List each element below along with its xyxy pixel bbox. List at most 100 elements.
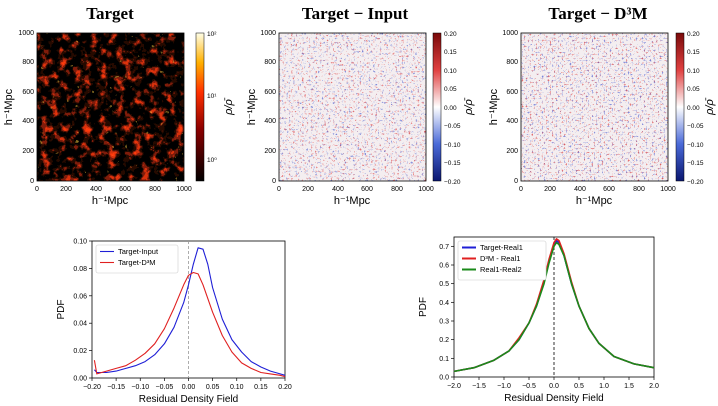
- left-ytick-label: 0.10: [73, 239, 87, 246]
- right-xtick-label: 1.5: [624, 383, 634, 390]
- diff-input-ytick-200: 200: [264, 148, 276, 155]
- diff-input-ytick-800: 800: [264, 59, 276, 66]
- diff-d3m-ytick-0: 0: [514, 178, 518, 185]
- target-xticks: 0 200 400 600 800 1000: [35, 186, 192, 193]
- diff-d3m-map-panel: Target − D³M 1000 800 600 400 200 0 0 20…: [488, 4, 716, 207]
- target-cbar-tick-1: 10¹: [207, 93, 217, 100]
- right-ytick-label: 0.5: [439, 281, 449, 288]
- diff-d3m-ytick-1000: 1000: [502, 30, 518, 37]
- diff-input-cbar-tick-1: 0.15: [444, 49, 457, 56]
- diff-d3m-ytick-400: 400: [506, 118, 518, 125]
- diff-input-ytick-600: 600: [264, 89, 276, 96]
- diff-d3m-cbar-tick-2: 0.10: [687, 68, 700, 75]
- diff-d3m-cbar-tick-3: 0.05: [687, 86, 700, 93]
- diff-d3m-ylabel: h⁻¹Mpc: [488, 88, 500, 125]
- left-ytick-label: 0.02: [73, 348, 87, 355]
- diff-input-cbar-tick-5: −0.05: [444, 123, 461, 130]
- target-title: Target: [86, 4, 134, 23]
- diff-input-cbar-label: ρ/ρ̄: [463, 97, 475, 116]
- right-xtick-label: 0.5: [574, 383, 584, 390]
- left-xtick-label: −0.10: [131, 384, 149, 391]
- diff-d3m-pos-residuals: [521, 33, 668, 181]
- diff-input-pos-residuals: [279, 33, 426, 181]
- right-xtick-label: −1.0: [497, 383, 511, 390]
- diff-d3m-cbar-tick-4: 0.00: [687, 105, 700, 112]
- target-cbar-label: ρ/ρ̄: [223, 97, 235, 116]
- target-map-frame: [36, 32, 185, 182]
- right-ytick-label: 0.7: [439, 244, 449, 251]
- diff-d3m-xtick-400: 400: [574, 186, 586, 193]
- right-xtick-label: −2.0: [447, 383, 461, 390]
- diff-d3m-cbar-ticks: 0.20 0.15 0.10 0.05 0.00 −0.05 −0.10 −0.…: [687, 31, 704, 186]
- left-xtick-label: 0.00: [182, 384, 196, 391]
- left-legend: [95, 244, 179, 274]
- target-xtick-800: 800: [149, 186, 161, 193]
- diff-d3m-xtick-1000: 1000: [660, 186, 676, 193]
- right-ytick-label: 0.0: [439, 375, 449, 382]
- target-cbar-tick-0: 10⁰: [207, 157, 217, 164]
- diff-input-yticks: 1000 800 600 400 200 0: [260, 30, 276, 185]
- diff-input-ytick-400: 400: [264, 118, 276, 125]
- left-ytick-label: 0.00: [73, 376, 87, 383]
- diff-input-xlabel: h⁻¹Mpc: [334, 195, 371, 207]
- diff-input-ytick-0: 0: [272, 178, 276, 185]
- left-xlabel: Residual Density Field: [139, 394, 239, 405]
- diff-d3m-ytick-600: 600: [506, 89, 518, 96]
- diff-input-cbar-tick-4: 0.00: [444, 105, 457, 112]
- diff-d3m-cbar-label: ρ/ρ̄: [704, 97, 716, 116]
- diff-d3m-cbar-tick-6: −0.10: [687, 142, 704, 149]
- right-ylabel: PDF: [418, 297, 429, 317]
- right-xlabel: Residual Density Field: [504, 393, 604, 404]
- diff-d3m-cbar-tick-7: −0.15: [687, 160, 704, 167]
- target-map-panel: Target 1000 800 600 400 200 0 0 200 400 …: [3, 4, 235, 207]
- diff-input-ylabel: h⁻¹Mpc: [246, 88, 258, 125]
- left-xtick-label: 0.05: [206, 384, 220, 391]
- left-legend-label: Target-Input: [118, 247, 159, 256]
- diff-d3m-cbar-tick-1: 0.15: [687, 49, 700, 56]
- diff-input-cbar-tick-7: −0.15: [444, 160, 461, 167]
- diff-input-xtick-600: 600: [361, 186, 373, 193]
- diff-d3m-xtick-600: 600: [603, 186, 615, 193]
- diff-d3m-ytick-800: 800: [506, 59, 518, 66]
- right-ytick-label: 0.4: [439, 300, 449, 307]
- right-xtick-label: 2.0: [649, 383, 659, 390]
- target-ytick-1000: 1000: [18, 30, 34, 37]
- diff-input-title: Target − Input: [302, 4, 409, 23]
- left-xtick-label: 0.15: [254, 384, 268, 391]
- right-legend-label: Target-Real1: [480, 243, 523, 252]
- left-xtick-label: 0.10: [230, 384, 244, 391]
- diff-d3m-cbar-tick-8: −0.20: [687, 179, 704, 186]
- diff-input-map-panel: Target − Input 1000 800 600 400 200 0 0 …: [246, 4, 475, 207]
- diff-d3m-xtick-0: 0: [519, 186, 523, 193]
- target-xlabel: h⁻¹Mpc: [92, 195, 129, 207]
- diff-input-xtick-200: 200: [302, 186, 314, 193]
- left-xtick-label: 0.20: [278, 384, 292, 391]
- right-series-line-2: [453, 241, 655, 373]
- target-xtick-0: 0: [35, 186, 39, 193]
- diff-input-cbar-tick-8: −0.20: [444, 179, 461, 186]
- diff-input-cbar-tick-2: 0.10: [444, 68, 457, 75]
- diff-input-map-frame: [278, 32, 427, 182]
- right-xtick-label: −0.5: [522, 383, 536, 390]
- diff-input-cbar-tick-6: −0.10: [444, 142, 461, 149]
- right-ytick-label: 0.2: [439, 337, 449, 344]
- right-ytick-label: 0.1: [439, 356, 449, 363]
- diff-d3m-title: Target − D³M: [548, 4, 647, 23]
- diff-input-ytick-1000: 1000: [260, 30, 276, 37]
- right-xtick-label: 0.0: [549, 383, 559, 390]
- diff-input-cbar-tick-0: 0.20: [444, 31, 457, 38]
- diff-input-xtick-400: 400: [332, 186, 344, 193]
- left-series-line-1: [93, 271, 286, 378]
- target-ytick-200: 200: [22, 148, 34, 155]
- right-ytick-label: 0.3: [439, 319, 449, 326]
- right-legend-label: D³M - Real1: [480, 254, 520, 263]
- diff-d3m-xtick-200: 200: [544, 186, 556, 193]
- left-ylabel: PDF: [56, 300, 67, 320]
- left-legend-label: Target-D³M: [118, 258, 156, 267]
- target-xtick-1000: 1000: [176, 186, 192, 193]
- diff-d3m-cbar-tick-5: −0.05: [687, 123, 704, 130]
- pdf-chart-left: −0.20 −0.15 −0.10 −0.05 0.00 0.05 0.10 0.15 0.20…: [56, 239, 292, 406]
- left-xtick-label: −0.20: [83, 384, 101, 391]
- diff-input-cbar-ticks: 0.20 0.15 0.10 0.05 0.00 −0.05 −0.10 −0.…: [444, 31, 461, 186]
